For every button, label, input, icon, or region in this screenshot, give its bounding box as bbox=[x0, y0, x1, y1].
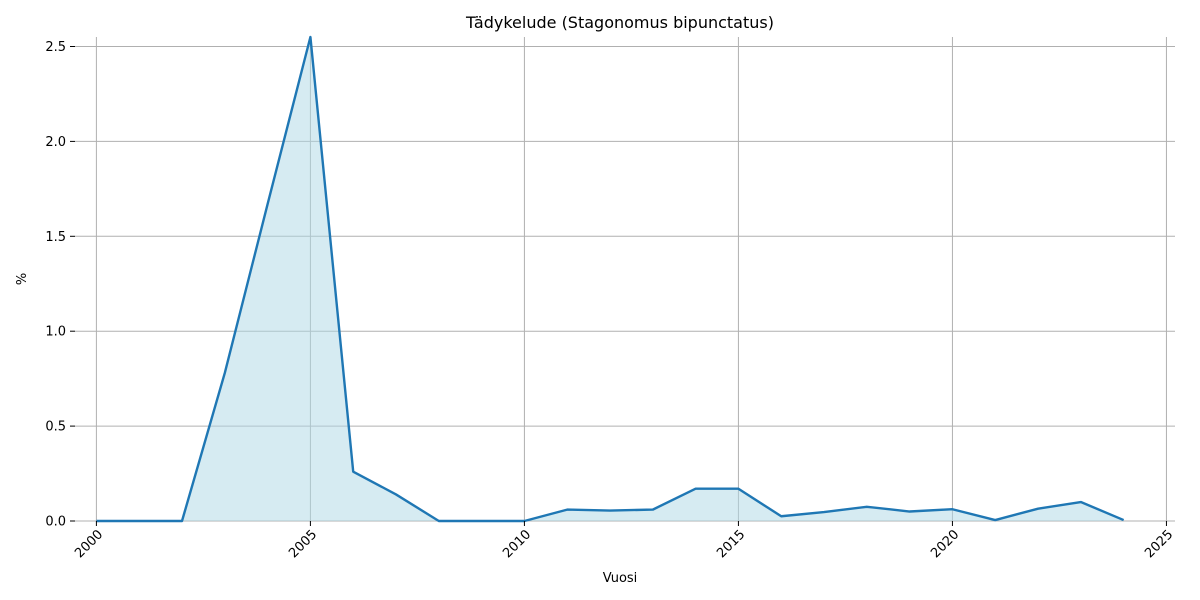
data-point bbox=[138, 520, 140, 522]
x-tick-label: 2010 bbox=[500, 527, 534, 561]
data-point bbox=[1123, 519, 1125, 521]
x-tick-labels: 2000 2005 2010 2015 2020 2025 bbox=[72, 521, 1176, 561]
data-point bbox=[780, 515, 782, 517]
data-point bbox=[95, 520, 97, 522]
data-point bbox=[566, 509, 568, 511]
data-point bbox=[438, 520, 440, 522]
chart-title: Tädykelude (Stagonomus bipunctatus) bbox=[465, 13, 774, 32]
data-point bbox=[1080, 501, 1082, 503]
y-axis-title: % bbox=[15, 273, 30, 285]
x-tick-label: 2005 bbox=[286, 527, 320, 561]
data-point bbox=[909, 511, 911, 513]
data-point bbox=[481, 520, 483, 522]
y-tick-label: 0.5 bbox=[45, 420, 66, 435]
y-tick-label: 1.5 bbox=[45, 230, 66, 245]
data-point bbox=[737, 488, 739, 490]
data-point bbox=[523, 520, 525, 522]
data-point bbox=[994, 519, 996, 521]
x-tick-label: 2020 bbox=[928, 527, 962, 561]
data-point bbox=[181, 520, 183, 522]
data-point bbox=[1037, 508, 1039, 510]
y-tick-label: 0.0 bbox=[45, 515, 66, 530]
data-point bbox=[352, 471, 354, 473]
data-point bbox=[823, 511, 825, 513]
data-point bbox=[309, 36, 311, 38]
data-point bbox=[609, 510, 611, 512]
area-fill bbox=[96, 37, 1124, 521]
y-tick-label: 2.5 bbox=[45, 40, 66, 55]
x-tick-label: 2025 bbox=[1142, 527, 1176, 561]
data-point bbox=[951, 508, 953, 510]
data-point bbox=[395, 493, 397, 495]
y-tick-label: 2.0 bbox=[45, 135, 66, 150]
y-tick-label: 1.0 bbox=[45, 325, 66, 340]
data-point bbox=[224, 372, 226, 374]
series-line bbox=[96, 35, 1125, 523]
y-tick-labels: 0.0 0.5 1.0 1.5 2.0 2.5 bbox=[45, 40, 75, 530]
x-tick-label: 2000 bbox=[72, 527, 106, 561]
x-axis-title: Vuosi bbox=[603, 571, 638, 586]
data-point bbox=[652, 509, 654, 511]
x-tick-label: 2015 bbox=[714, 527, 748, 561]
data-point bbox=[866, 506, 868, 508]
data-point bbox=[695, 488, 697, 490]
data-point bbox=[267, 203, 269, 205]
